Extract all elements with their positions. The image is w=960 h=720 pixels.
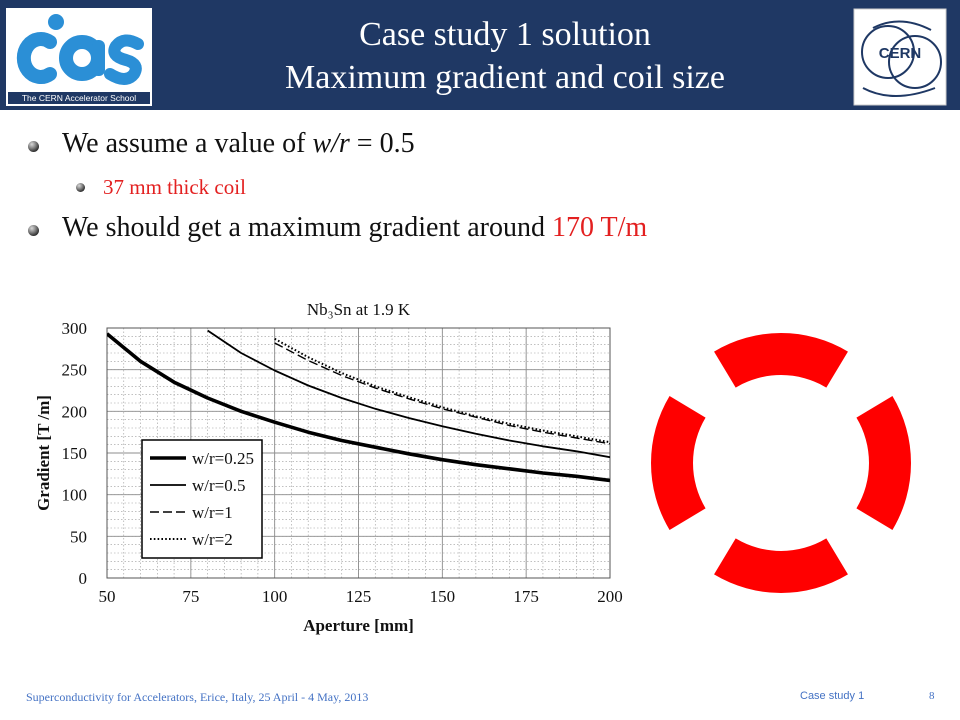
bullet-text: We assume a value of <box>62 128 313 159</box>
coil-segment-bottom <box>714 538 848 593</box>
coil-segment-left <box>651 396 706 530</box>
subbullet-coil-thickness: 37 mm thick coil <box>76 175 246 200</box>
legend-label: w/r=0.5 <box>192 476 246 495</box>
gradient-chart: 0 50 100 150 200 250 300 50 75 100 125 150 175 200 Ape… <box>34 300 623 635</box>
x-axis-label: Aperture [mm] <box>303 616 414 635</box>
series-line-1 <box>107 332 610 483</box>
y-axis-label: Gradient [T /m] <box>34 395 53 511</box>
x-tick-label: 125 <box>346 587 372 606</box>
y-tick-label: 250 <box>62 361 88 380</box>
y-tick-label: 100 <box>62 486 88 505</box>
y-tick-label: 0 <box>79 569 88 588</box>
gradient-highlight: 170 T/m <box>551 212 648 243</box>
cas-logo: The CERN Accelerator School <box>6 8 152 106</box>
coil-segment-right <box>856 396 911 530</box>
x-tick-label: 175 <box>513 587 539 606</box>
page-number: 8 <box>929 690 935 702</box>
cern-logo: CERN <box>853 8 947 106</box>
y-tick-label: 300 <box>62 319 88 338</box>
bullet-text-suffix: = 0.5 <box>349 128 415 159</box>
bullet-dot-icon <box>76 183 85 192</box>
slide-header: The CERN Accelerator School Case study 1… <box>0 0 960 110</box>
footer-event: Superconductivity for Accelerators, Eric… <box>26 690 369 704</box>
coil-cross-section-diagram <box>651 333 911 593</box>
x-tick-label: 75 <box>182 587 199 606</box>
x-tick-label: 50 <box>99 587 116 606</box>
legend-label: w/r=0.25 <box>192 449 254 468</box>
x-tick-label: 200 <box>597 587 623 606</box>
x-tick-label: 100 <box>262 587 288 606</box>
legend-label: w/r=1 <box>192 503 233 522</box>
y-tick-label: 200 <box>62 402 88 421</box>
cas-tagline: The CERN Accelerator School <box>8 92 150 104</box>
legend-label: w/r=2 <box>192 530 233 549</box>
y-tick-label: 50 <box>70 527 87 546</box>
footer-section: Case study 1 <box>800 690 865 702</box>
chart-title: Nb₃Sn at 1.9 K <box>307 300 411 319</box>
x-tick-label: 150 <box>430 587 456 606</box>
bullet-max-gradient: We should get a maximum gradient around … <box>28 212 648 244</box>
bullet-emphasis: w/r <box>312 128 350 159</box>
bullet-dot-icon <box>28 225 39 236</box>
bullet-assume-value: We assume a value of w/r = 0.5 <box>28 128 415 160</box>
plot-frame <box>106 327 611 579</box>
series-line-2 <box>207 329 610 459</box>
subbullet-text: 37 mm thick coil <box>103 175 246 199</box>
coil-segment-top <box>714 333 848 388</box>
cern-logo-text: CERN <box>879 45 922 62</box>
slide-title-line2: Maximum gradient and coil size <box>285 59 725 96</box>
bullet-dot-icon <box>28 141 39 152</box>
slide-title-line1: Case study 1 solution <box>359 16 651 53</box>
y-tick-label: 150 <box>62 444 88 463</box>
bullet-text: We should get a maximum gradient around <box>62 212 552 243</box>
